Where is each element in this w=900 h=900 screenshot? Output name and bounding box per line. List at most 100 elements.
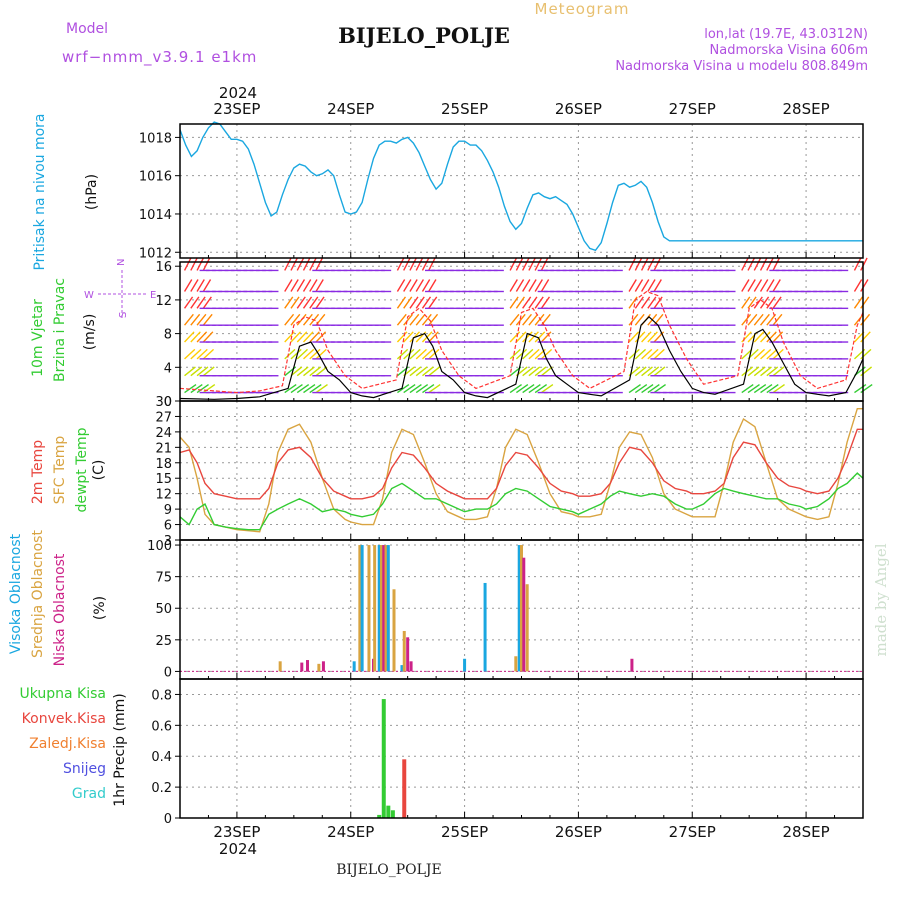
wind-arrow bbox=[403, 313, 414, 326]
wind-arrow bbox=[760, 331, 771, 343]
temperature-ytick-label: 6 bbox=[164, 519, 172, 534]
wind-arrow bbox=[772, 366, 785, 377]
wind-arrow bbox=[741, 313, 752, 326]
wind-arrow bbox=[753, 279, 763, 292]
top-date-27SEP: 27SEP bbox=[669, 100, 716, 118]
wind-arrow bbox=[396, 296, 407, 309]
cloud-bar-mid bbox=[520, 545, 523, 672]
wind-arrow bbox=[753, 257, 762, 271]
wind-arrow bbox=[315, 257, 324, 271]
wind-arrow bbox=[540, 366, 553, 377]
wind-arrow bbox=[540, 348, 553, 360]
precip-bar bbox=[402, 759, 407, 818]
wind-arrow bbox=[184, 383, 197, 394]
wind-arrow bbox=[409, 366, 422, 377]
wind-arrow bbox=[653, 296, 663, 309]
wind-arrow bbox=[528, 313, 539, 326]
wind-arrow bbox=[428, 296, 438, 309]
wind-arrow bbox=[534, 383, 548, 394]
wind-arrow bbox=[753, 331, 765, 343]
wind-arrow bbox=[415, 257, 424, 271]
wind-arrow bbox=[860, 279, 869, 292]
wind-arrow bbox=[772, 383, 785, 394]
wind-arrow bbox=[653, 257, 662, 271]
cloud-bar-low bbox=[321, 661, 325, 672]
wind-arrow bbox=[628, 279, 637, 292]
clouds-ytick-label: 75 bbox=[155, 571, 172, 586]
wind-arrow bbox=[653, 348, 665, 360]
wind-arrow bbox=[522, 279, 531, 292]
wind-arrow bbox=[284, 257, 292, 271]
wind-arrow bbox=[741, 348, 753, 360]
wind-arrow bbox=[428, 331, 439, 343]
wind-arrow bbox=[190, 279, 199, 292]
wind-arrow bbox=[741, 279, 750, 292]
wind-arrow bbox=[202, 313, 213, 326]
wind-arrow bbox=[747, 366, 760, 377]
wind-arrow bbox=[760, 383, 773, 394]
wind-arrow bbox=[296, 348, 308, 360]
bottom-date-23SEP: 23SEP bbox=[213, 823, 260, 841]
wind-arrow bbox=[515, 279, 525, 292]
wind-arrow bbox=[528, 279, 537, 292]
wind-arrow bbox=[509, 296, 519, 309]
wind-arrow bbox=[290, 331, 302, 343]
wind-arrow bbox=[753, 313, 764, 326]
wind-arrow bbox=[190, 348, 202, 360]
cloud-bar-mid bbox=[358, 545, 362, 672]
wind-arrow bbox=[290, 313, 301, 326]
wind-arrow bbox=[428, 383, 441, 394]
cloud-bar-mid bbox=[392, 589, 396, 672]
cloud-bar-low bbox=[382, 545, 386, 672]
wind-arrow bbox=[515, 313, 526, 326]
wind-arrow bbox=[741, 366, 754, 377]
wind-arrow bbox=[860, 257, 868, 271]
wind-arrow bbox=[753, 348, 766, 360]
clouds-ytick-label: 50 bbox=[155, 602, 172, 617]
wind-arrow bbox=[747, 313, 758, 326]
wind-arrow bbox=[766, 279, 775, 292]
wind-arrow bbox=[303, 366, 315, 377]
wind-arrow bbox=[528, 348, 540, 360]
wind-arrow bbox=[766, 383, 779, 394]
precip-border bbox=[179, 678, 864, 819]
wind-arrow bbox=[303, 348, 315, 360]
cloud-bar-mid bbox=[384, 545, 388, 672]
wind-arrow bbox=[403, 279, 412, 292]
wind-arrow bbox=[640, 279, 650, 292]
bottom-date-24SEP: 24SEP bbox=[327, 823, 374, 841]
clouds-ytick-label: 100 bbox=[147, 539, 172, 554]
cloud-ylabel: Visoka Oblacnost Srednja Oblacnost Niska… bbox=[8, 530, 108, 667]
wind-arrow bbox=[396, 348, 409, 360]
wind-arrow bbox=[309, 257, 317, 271]
wind-arrow bbox=[415, 348, 427, 360]
clouds-ytick-label: 25 bbox=[155, 634, 172, 649]
precip-ylabel: 1hr Precip (mm) bbox=[112, 693, 128, 806]
sfc-line bbox=[179, 408, 863, 533]
wind-arrow bbox=[196, 331, 208, 343]
wind-arrow bbox=[315, 366, 328, 377]
wind-arrow bbox=[296, 257, 305, 271]
cloud-bar-mid bbox=[525, 584, 529, 672]
wind-arrow bbox=[422, 383, 435, 394]
wind-arrow bbox=[753, 296, 763, 309]
wind-arrow bbox=[202, 279, 212, 292]
wind-arrow bbox=[628, 348, 640, 360]
wind-arrow bbox=[753, 366, 766, 377]
wind-ytick-label: 0 bbox=[164, 395, 172, 410]
wind-arrow bbox=[315, 279, 324, 292]
wind-arrow bbox=[653, 383, 666, 394]
wind-arrow bbox=[403, 257, 411, 271]
temperature-ytick-label: 15 bbox=[155, 472, 172, 487]
cloud-bar-high bbox=[483, 582, 487, 672]
wind-arrow bbox=[309, 366, 322, 377]
wind-arrow bbox=[528, 366, 541, 377]
cloud-ylabel-high: Visoka Oblacnost bbox=[8, 533, 24, 654]
wind-arrow bbox=[541, 383, 554, 394]
wind-arrow bbox=[534, 296, 544, 309]
wind-arrow bbox=[309, 383, 322, 394]
wind-arrow bbox=[528, 331, 539, 343]
wind-arrow bbox=[628, 257, 637, 271]
wind-arrow bbox=[196, 313, 207, 326]
